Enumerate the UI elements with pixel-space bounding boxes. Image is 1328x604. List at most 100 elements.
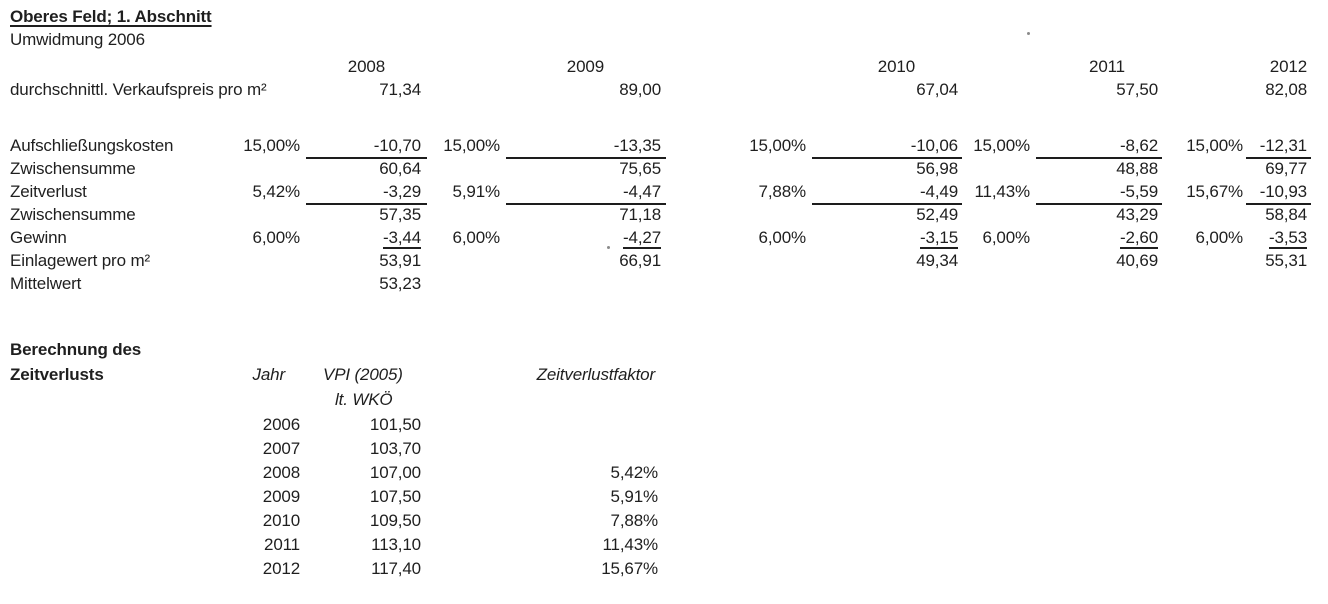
calc-row-2006: 2006 101,50 (0, 414, 1328, 435)
faktor-cell: 5,42% (610, 463, 659, 482)
jahr-cell: 2007 (262, 439, 300, 458)
column-header-vpi-line2: lt. WKÖ (335, 390, 393, 409)
page-title: Oberes Feld; 1. Abschnitt (10, 7, 212, 26)
row-label: Mittelwert (10, 274, 82, 293)
vpi-cell: 101,50 (369, 415, 421, 434)
sum-rule-line (812, 157, 962, 159)
row-label: Zeitverlust (10, 182, 87, 201)
year-header-2010: 2010 (877, 57, 915, 76)
value-cell: 67,04 (916, 80, 958, 99)
row-gewinn: Gewinn 6,00% -3,44 6,00% -4,27 6,00% -3,… (0, 227, 1328, 248)
value-cell: -12,31 (1259, 136, 1307, 155)
faktor-cell: 15,67% (601, 559, 658, 578)
row-aufschliessungskosten: Aufschließungskosten 15,00% -10,70 15,00… (0, 135, 1328, 156)
value-cell: 66,91 (619, 251, 661, 270)
pct-cell: 6,00% (252, 228, 301, 247)
calc-heading-row-1: Berechnung des (0, 339, 1328, 360)
pct-cell: 15,67% (1186, 182, 1243, 201)
pct-cell: 7,88% (758, 182, 807, 201)
jahr-cell: 2006 (262, 415, 300, 434)
year-header-row: 2008 2009 2010 2011 2012 (0, 56, 1328, 77)
row-label: Aufschließungskosten (10, 136, 174, 155)
faktor-cell: 7,88% (610, 511, 659, 530)
value-cell: -4,49 (920, 182, 958, 201)
pct-cell: 15,00% (1186, 136, 1243, 155)
row-label: Zwischensumme (10, 205, 136, 224)
pct-cell: 6,00% (1195, 228, 1244, 247)
subtitle-row: Umwidmung 2006 (0, 29, 1328, 50)
value-cell: 69,77 (1265, 159, 1307, 178)
vpi-cell: 107,00 (369, 463, 421, 482)
calc-heading-row-2: Zeitverlusts Jahr VPI (2005) Zeitverlust… (0, 364, 1328, 385)
row-label: Zwischensumme (10, 159, 136, 178)
value-cell: 57,50 (1116, 80, 1158, 99)
row-label: durchschnittl. Verkaufspreis pro m² (10, 80, 267, 99)
value-cell: 40,69 (1116, 251, 1158, 270)
value-cell: -4,27 (623, 228, 661, 247)
faktor-cell (568, 414, 658, 435)
pct-cell: 6,00% (982, 228, 1031, 247)
value-cell: 53,23 (379, 274, 421, 293)
value-cell: -5,59 (1120, 182, 1158, 201)
year-header-2008: 2008 (347, 57, 385, 76)
value-cell: -13,35 (613, 136, 661, 155)
value-cell: 43,29 (1116, 205, 1158, 224)
row-einlagewert: Einlagewert pro m² 53,91 66,91 49,34 40,… (0, 250, 1328, 271)
value-cell: -3,44 (383, 228, 421, 247)
calc-row-2009: 2009 107,50 5,91% (0, 486, 1328, 507)
faktor-cell (568, 438, 658, 459)
calc-row-2008: 2008 107,00 5,42% (0, 462, 1328, 483)
row-zwischensumme-2: Zwischensumme 57,35 71,18 52,49 43,29 58… (0, 204, 1328, 225)
value-cell: 56,98 (916, 159, 958, 178)
pct-cell: 6,00% (758, 228, 807, 247)
vpi-cell: 103,70 (369, 439, 421, 458)
calc-row-2007: 2007 103,70 (0, 438, 1328, 459)
calc-row-2012: 2012 117,40 15,67% (0, 558, 1328, 579)
value-cell: -2,60 (1120, 228, 1158, 247)
value-cell: 48,88 (1116, 159, 1158, 178)
value-cell: 57,35 (379, 205, 421, 224)
value-cell: 49,34 (916, 251, 958, 270)
value-cell: 53,91 (379, 251, 421, 270)
value-cell: 89,00 (619, 80, 661, 99)
sum-rule-line (1036, 203, 1162, 205)
column-header-vpi: VPI (2005) (323, 365, 403, 384)
row-mittelwert: Mittelwert 53,23 (0, 273, 1328, 294)
sum-rule-line (306, 203, 427, 205)
sum-rule-line (1246, 203, 1311, 205)
row-zeitverlust: Zeitverlust 5,42% -3,29 5,91% -4,47 7,88… (0, 181, 1328, 202)
vpi-cell: 107,50 (369, 487, 421, 506)
jahr-cell: 2009 (262, 487, 300, 506)
value-cell: 71,18 (619, 205, 661, 224)
row-label: Gewinn (10, 228, 67, 247)
column-header-zeitverlustfaktor: Zeitverlustfaktor (536, 365, 656, 384)
jahr-cell: 2008 (262, 463, 300, 482)
row-label: Einlagewert pro m² (10, 251, 150, 270)
value-cell: 71,34 (379, 80, 421, 99)
vpi-cell: 117,40 (371, 559, 421, 578)
pct-cell: 6,00% (452, 228, 501, 247)
sum-rule-line (306, 157, 427, 159)
year-header-2012: 2012 (1269, 57, 1307, 76)
pct-cell: 5,91% (452, 182, 501, 201)
value-cell: -10,93 (1259, 182, 1307, 201)
pct-cell: 15,00% (973, 136, 1030, 155)
pct-cell: 11,43% (974, 182, 1031, 201)
column-header-jahr: Jahr (252, 365, 286, 384)
jahr-cell: 2010 (262, 511, 300, 530)
value-cell: -3,15 (920, 228, 958, 247)
jahr-cell: 2012 (262, 559, 300, 578)
calc-heading-line2: Zeitverlusts (10, 365, 104, 384)
value-cell: 55,31 (1265, 251, 1307, 270)
sum-rule-line (1246, 157, 1311, 159)
pct-cell: 15,00% (749, 136, 806, 155)
sum-rule-line (506, 203, 666, 205)
header-row: Oberes Feld; 1. Abschnitt (0, 6, 1328, 27)
year-header-2011: 2011 (1089, 57, 1125, 76)
faktor-cell: 5,91% (610, 487, 659, 506)
value-cell: 82,08 (1265, 80, 1307, 99)
sum-rule-line (1036, 157, 1162, 159)
sum-rule-line (506, 157, 666, 159)
value-cell: 75,65 (619, 159, 661, 178)
